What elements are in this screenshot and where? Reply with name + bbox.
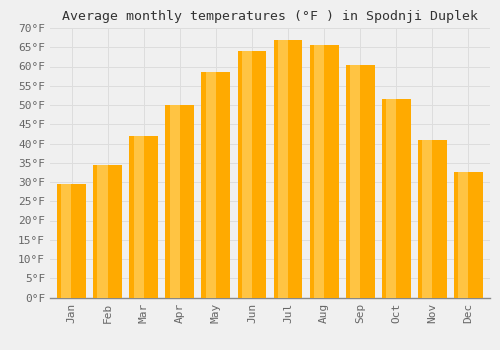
Bar	[274, 40, 302, 298]
Bar	[62, 184, 72, 298]
Bar	[202, 72, 230, 298]
Bar	[350, 64, 360, 298]
Bar	[278, 40, 288, 298]
Title: Average monthly temperatures (°F ) in Spodnji Duplek: Average monthly temperatures (°F ) in Sp…	[62, 10, 478, 23]
Bar	[94, 164, 122, 298]
Bar	[170, 105, 179, 298]
Bar	[422, 140, 432, 298]
Bar	[238, 51, 266, 298]
Bar	[386, 99, 396, 298]
Bar	[242, 51, 252, 298]
Bar	[98, 164, 108, 298]
Bar	[346, 64, 374, 298]
Bar	[454, 173, 483, 298]
Bar	[130, 136, 158, 298]
Bar	[134, 136, 143, 298]
Bar	[314, 45, 324, 298]
Bar	[418, 140, 446, 298]
Bar	[206, 72, 216, 298]
Bar	[166, 105, 194, 298]
Bar	[310, 45, 338, 298]
Bar	[458, 173, 468, 298]
Bar	[382, 99, 410, 298]
Bar	[57, 184, 86, 298]
